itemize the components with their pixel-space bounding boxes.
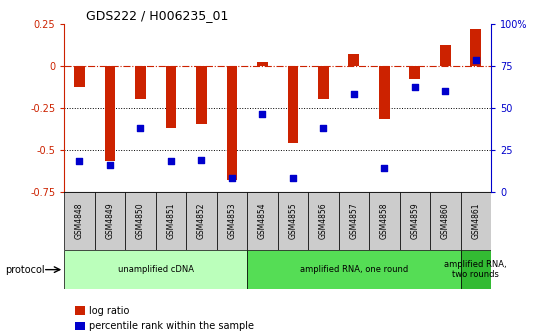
Text: protocol: protocol [6,265,45,276]
Bar [379,66,389,119]
Bar [196,66,206,124]
Text: GSM4859: GSM4859 [410,203,419,239]
Text: unamplified cDNA: unamplified cDNA [118,265,194,274]
Point [441,88,450,93]
Text: GSM4851: GSM4851 [166,203,175,239]
Bar [349,54,359,66]
Point [319,125,328,130]
Text: GSM4857: GSM4857 [349,203,358,239]
Bar [369,192,400,250]
Text: GSM4852: GSM4852 [197,203,206,239]
Text: GSM4853: GSM4853 [227,203,237,239]
Text: GSM4850: GSM4850 [136,203,145,239]
Bar [460,192,491,250]
Text: GSM4855: GSM4855 [288,203,297,239]
Text: GSM4849: GSM4849 [105,203,114,239]
Text: amplified RNA,
two rounds: amplified RNA, two rounds [445,260,507,279]
Text: GSM4854: GSM4854 [258,203,267,239]
Bar [64,192,95,250]
Point [349,91,358,97]
Bar [247,192,277,250]
Point [136,125,145,130]
Point [228,175,237,181]
Point [410,85,419,90]
Bar [135,66,146,99]
Text: GSM4858: GSM4858 [380,203,389,239]
Bar [308,192,339,250]
Text: amplified RNA, one round: amplified RNA, one round [300,265,408,274]
Point [380,165,389,171]
Bar [186,192,217,250]
Bar [410,66,420,79]
Point [258,112,267,117]
Text: GSM4848: GSM4848 [75,203,84,239]
Bar [247,250,460,289]
Bar [430,192,460,250]
Bar [470,29,481,66]
Bar [460,250,491,289]
Bar [227,66,237,180]
Bar [278,192,308,250]
Text: GDS222 / H006235_01: GDS222 / H006235_01 [85,9,228,23]
Bar [156,192,186,250]
Text: log ratio: log ratio [89,306,129,316]
Text: percentile rank within the sample: percentile rank within the sample [89,321,254,331]
Point [105,162,114,167]
Point [472,58,480,63]
Text: GSM4856: GSM4856 [319,203,328,239]
Bar [64,250,247,289]
Point [75,159,84,164]
Point [288,175,297,181]
Bar [440,45,451,66]
Bar [166,66,176,128]
Bar [104,66,116,161]
Point [166,159,175,164]
Bar [217,192,247,250]
Bar [95,192,125,250]
Text: GSM4860: GSM4860 [441,203,450,239]
Text: GSM4861: GSM4861 [472,203,480,239]
Bar [318,66,329,99]
Bar [287,66,298,143]
Bar [74,66,85,87]
Bar [257,62,268,66]
Bar [400,192,430,250]
Bar [339,192,369,250]
Point [197,157,206,162]
Bar [125,192,156,250]
